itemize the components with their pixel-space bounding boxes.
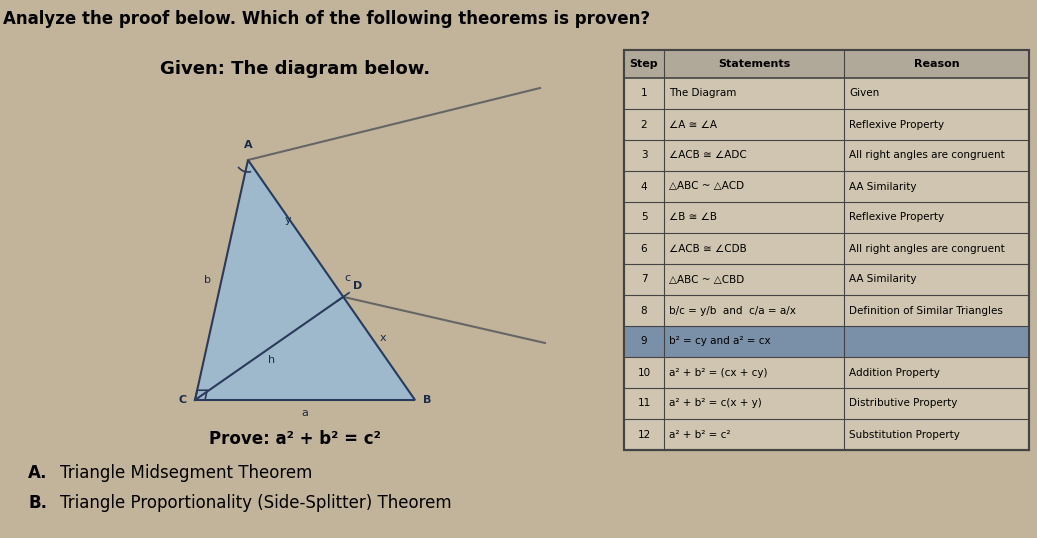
Text: 7: 7 — [641, 274, 647, 285]
Text: Distributive Property: Distributive Property — [849, 399, 957, 408]
Bar — [624, 50, 1029, 450]
Text: 2: 2 — [641, 119, 647, 130]
Text: B.: B. — [28, 494, 47, 512]
Text: D: D — [354, 281, 363, 291]
Text: Reflexive Property: Reflexive Property — [849, 119, 944, 130]
Bar — [624, 326, 1029, 357]
Text: b/c = y/b  and  c/a = a/x: b/c = y/b and c/a = a/x — [669, 306, 795, 315]
Polygon shape — [195, 160, 415, 400]
Text: △ABC ~ △CBD: △ABC ~ △CBD — [669, 274, 745, 285]
Text: 5: 5 — [641, 213, 647, 223]
Text: a² + b² = (cx + cy): a² + b² = (cx + cy) — [669, 367, 767, 378]
Text: ∠B ≅ ∠B: ∠B ≅ ∠B — [669, 213, 717, 223]
Text: Given: The diagram below.: Given: The diagram below. — [160, 60, 430, 78]
Text: Reason: Reason — [914, 59, 959, 69]
Bar — [624, 50, 1029, 450]
Text: The Diagram: The Diagram — [669, 88, 736, 98]
Text: Step: Step — [629, 59, 658, 69]
Text: AA Similarity: AA Similarity — [849, 274, 917, 285]
Text: a² + b² = c(x + y): a² + b² = c(x + y) — [669, 399, 762, 408]
Text: Analyze the proof below. Which of the following theorems is proven?: Analyze the proof below. Which of the fo… — [3, 10, 650, 28]
Text: All right angles are congruent: All right angles are congruent — [849, 151, 1005, 160]
Text: A: A — [244, 140, 252, 150]
Text: a: a — [302, 408, 308, 418]
Text: Statements: Statements — [718, 59, 790, 69]
Text: Reflexive Property: Reflexive Property — [849, 213, 944, 223]
Text: Addition Property: Addition Property — [849, 367, 940, 378]
Bar — [624, 50, 1029, 78]
Text: 11: 11 — [638, 399, 650, 408]
Text: 12: 12 — [638, 429, 650, 440]
Text: y: y — [284, 215, 291, 225]
Text: b: b — [204, 275, 211, 285]
Text: 4: 4 — [641, 181, 647, 192]
Text: x: x — [380, 334, 387, 343]
Text: a² + b² = c²: a² + b² = c² — [669, 429, 730, 440]
Text: A.: A. — [28, 464, 48, 482]
Text: Prove: a² + b² = c²: Prove: a² + b² = c² — [209, 430, 381, 448]
Text: h: h — [268, 356, 275, 365]
Text: Definition of Similar Triangles: Definition of Similar Triangles — [849, 306, 1003, 315]
Text: 10: 10 — [638, 367, 650, 378]
Text: Triangle Midsegment Theorem: Triangle Midsegment Theorem — [60, 464, 312, 482]
Text: 1: 1 — [641, 88, 647, 98]
Text: B: B — [423, 395, 431, 405]
Text: Substitution Property: Substitution Property — [849, 429, 960, 440]
Text: C: C — [179, 395, 187, 405]
Text: Given: Given — [849, 88, 879, 98]
Text: △ABC ~ △ACD: △ABC ~ △ACD — [669, 181, 745, 192]
Text: AA Similarity: AA Similarity — [849, 181, 917, 192]
Text: ∠ACB ≅ ∠ADC: ∠ACB ≅ ∠ADC — [669, 151, 747, 160]
Text: Triangle Proportionality (Side-Splitter) Theorem: Triangle Proportionality (Side-Splitter)… — [60, 494, 452, 512]
Text: 6: 6 — [641, 244, 647, 253]
Text: All right angles are congruent: All right angles are congruent — [849, 244, 1005, 253]
Text: 9: 9 — [641, 336, 647, 346]
Text: 3: 3 — [641, 151, 647, 160]
Text: ∠A ≅ ∠A: ∠A ≅ ∠A — [669, 119, 717, 130]
Text: b² = cy and a² = cx: b² = cy and a² = cx — [669, 336, 770, 346]
Text: c: c — [344, 273, 351, 283]
Text: ∠ACB ≅ ∠CDB: ∠ACB ≅ ∠CDB — [669, 244, 747, 253]
Text: 8: 8 — [641, 306, 647, 315]
